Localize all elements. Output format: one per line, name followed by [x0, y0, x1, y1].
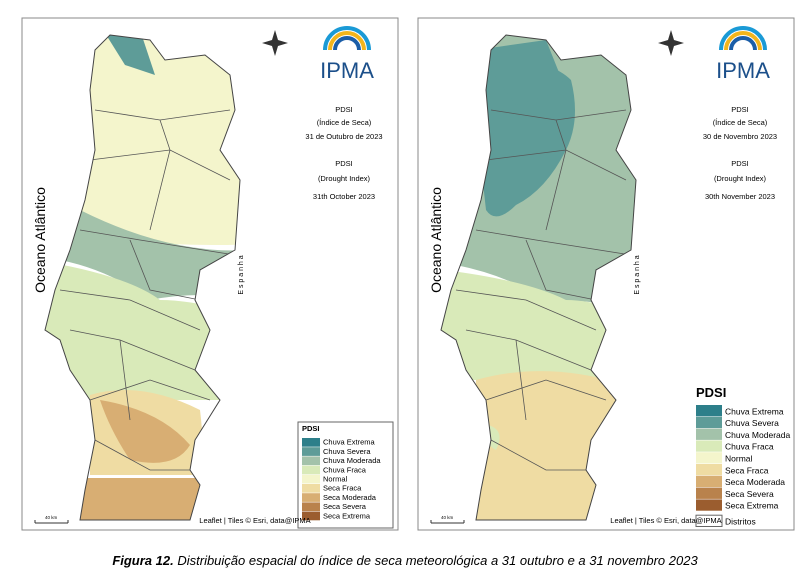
legend-label: Distritos [725, 517, 756, 527]
map-info: (Índice de Seca) [317, 118, 372, 127]
legend-swatch [302, 438, 320, 447]
compass [262, 30, 288, 56]
legend-swatch [696, 464, 722, 476]
ocean-label: Oceano Atlântico [428, 187, 444, 293]
coastline [44, 34, 241, 521]
legend-label: Normal [725, 454, 753, 464]
map-info: (Drought Index) [714, 174, 767, 183]
legend-title: PDSI [696, 385, 726, 400]
attribution: Leaflet | Tiles © Esri, data@IPMA [610, 516, 721, 525]
country-label: E s p a n h a [634, 255, 641, 294]
legend-label: Normal [323, 475, 348, 484]
legend-title: PDSI [302, 424, 320, 433]
logo-arc [729, 36, 757, 51]
compass [658, 30, 684, 56]
map-info: (Drought Index) [318, 174, 371, 183]
pdsi-zone [100, 400, 190, 463]
logo-arc [323, 26, 371, 51]
caption-label: Figura 12. [112, 553, 173, 568]
map-info: 31th October 2023 [313, 192, 375, 201]
legend-swatch [302, 465, 320, 475]
scale-bar [430, 520, 465, 524]
map-info: 30 de Novembro 2023 [703, 132, 777, 141]
legend-swatch [696, 452, 722, 464]
legend-label: Seca Moderada [323, 493, 377, 502]
scale-bar [34, 520, 69, 524]
legend-swatch [302, 511, 320, 521]
legend-label: Chuva Extrema [323, 438, 376, 447]
pdsi-zone [476, 40, 566, 105]
district-borders [455, 109, 632, 471]
pdsi-zone [466, 371, 626, 520]
legend-label: Chuva Severa [725, 418, 779, 428]
legend-swatch [302, 502, 320, 512]
map-info: PDSI [731, 105, 749, 114]
legend-label: Chuva Moderada [323, 456, 381, 465]
legend-swatch [696, 405, 722, 417]
logo-arc [719, 26, 767, 51]
logo-arc [328, 31, 366, 51]
map-panel: Oceano Atlântico E s p a n h a IPMA PDSI (Ín… [417, 17, 795, 531]
scale-label: 40 km [441, 515, 454, 520]
legend-swatch [696, 475, 722, 488]
map-info: PDSI [335, 159, 353, 168]
map-info: PDSI [335, 105, 353, 114]
map-info: 30th November 2023 [705, 192, 775, 201]
legend-label: Seca Extrema [323, 511, 371, 520]
legend-label: Chuva Moderada [725, 430, 790, 440]
logo-text: IPMA [716, 58, 770, 83]
legend-swatch [302, 484, 320, 493]
pdsi-zone [476, 59, 575, 217]
caption-text: Distribuição espacial do índice de seca … [174, 553, 699, 568]
legend-label: Seca Moderada [725, 477, 785, 487]
legend-swatch [696, 416, 722, 429]
logo-arc [724, 31, 762, 51]
legend-label: Seca Severa [725, 489, 774, 499]
legend-label: Chuva Fraca [725, 442, 774, 452]
legend-label: Seca Severa [323, 502, 367, 511]
logo-arc [333, 36, 361, 51]
scale-label: 40 km [45, 515, 58, 520]
map-info: PDSI [731, 159, 749, 168]
legend-swatch [302, 493, 320, 502]
legend-swatch [696, 428, 722, 440]
legend-swatch [696, 499, 722, 511]
legend-label: Chuva Fraca [323, 465, 367, 474]
legend-label: Seca Fraca [323, 484, 362, 493]
legend-swatch [696, 440, 722, 452]
attribution: Leaflet | Tiles © Esri, data@IPMA [199, 516, 310, 525]
legend-swatch [302, 447, 320, 456]
map-info: 31 de Outubro de 2023 [305, 132, 382, 141]
legend-swatch [696, 487, 722, 499]
logo-text: IPMA [320, 58, 374, 83]
caption: Figura 12. Distribuição espacial do índi… [112, 553, 698, 568]
map-info: (Índice de Seca) [713, 118, 768, 127]
legend-label: Seca Extrema [725, 501, 779, 511]
country-label: E s p a n h a [238, 255, 245, 294]
legend-swatch [302, 456, 320, 466]
legend-label: Seca Fraca [725, 465, 769, 475]
map-panel: Oceano Atlântico E s p a n h a IPMA PDSI (Ín… [21, 17, 399, 531]
legend-label: Chuva Severa [323, 447, 371, 456]
ocean-label: Oceano Atlântico [32, 187, 48, 293]
coastline [440, 34, 637, 521]
legend-swatch [695, 514, 723, 528]
legend-swatch [302, 474, 320, 484]
legend-label: Chuva Extrema [725, 406, 784, 416]
district-borders [59, 109, 236, 471]
